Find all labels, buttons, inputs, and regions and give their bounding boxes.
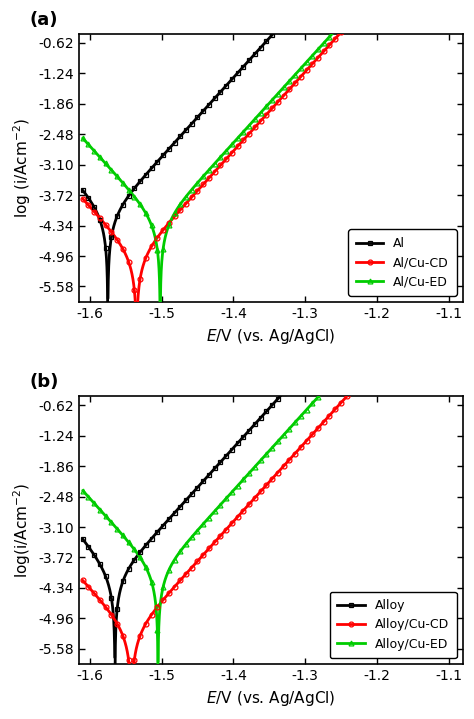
Text: (a): (a) [29,11,58,29]
Y-axis label: log(i/Acm$^{-2}$): log(i/Acm$^{-2}$) [11,483,33,578]
X-axis label: $E$/V (vs. Ag/AgCl): $E$/V (vs. Ag/AgCl) [206,689,336,708]
Y-axis label: log (i/Acm$^{-2}$): log (i/Acm$^{-2}$) [11,118,33,218]
X-axis label: $E$/V (vs. Ag/AgCl): $E$/V (vs. Ag/AgCl) [206,326,336,346]
Legend: Alloy, Alloy/Cu-CD, Alloy/Cu-ED: Alloy, Alloy/Cu-CD, Alloy/Cu-ED [330,592,456,658]
Text: (b): (b) [29,373,59,391]
Legend: Al, Al/Cu-CD, Al/Cu-ED: Al, Al/Cu-CD, Al/Cu-ED [348,229,456,296]
